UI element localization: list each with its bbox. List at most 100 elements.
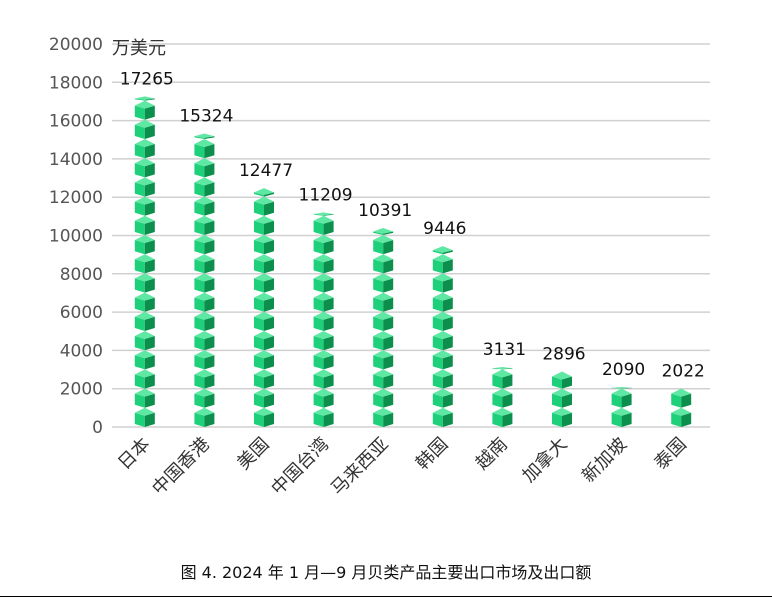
bar-segment-right [264,220,274,235]
bar-segment-right [383,316,394,331]
bar-segment-top [313,331,334,339]
value-label: 2896 [542,345,585,365]
bar-segment-right [204,336,215,351]
bar-segment-left [432,250,443,255]
bar-segment-right [681,412,692,427]
bar-segment-top [194,215,215,224]
y-tick-label: 0 [92,418,103,438]
bar-segment-left [254,240,264,255]
category-label: 日本 [114,434,154,474]
bar-segment-left [134,374,145,389]
y-axis-ticks: 0 2000 4000 6000 8000 10000 12000 14000 16000 180… [49,35,103,438]
bar-segment-top [373,388,394,397]
bar-segment-left [432,259,443,274]
bar-segment-right [323,355,334,370]
bar-segment-top [432,246,453,253]
bar-segment-right [144,259,155,274]
bar-segment-right [204,182,215,197]
bar-segment-left [194,316,205,331]
bar-segment-right [383,259,394,274]
bar-segment-top [134,235,155,243]
bar-segment-left [611,412,622,427]
bar-segment-right [621,393,632,408]
bar-segment-top [254,311,274,320]
bar-segment-left [313,374,324,389]
bar-segment-top [194,133,215,138]
bar-segment-top [134,388,155,397]
bar-segment-top [194,235,215,243]
bar-segment-right [144,278,155,293]
bar-segment-top [254,273,274,282]
bar-segment-left [373,278,384,293]
bar-segment-top [611,407,632,416]
bar-segment-top [313,254,334,263]
y-tick-label: 6000 [60,303,103,323]
bar-segment-right [204,297,215,312]
bar-segment-top [492,367,513,369]
bar-segment-left [313,316,324,331]
bar-segment-top [254,388,274,397]
bar-segment-right [383,297,394,312]
bar-segment-top [671,388,692,397]
bar-segment-right [264,259,274,274]
bar-segment-left [373,393,384,408]
bar-segment-top [432,254,453,263]
bar-segment-left [432,297,443,312]
bar-segment-left [373,374,384,389]
bar-segment-left [194,336,205,351]
bar-segment-right [204,259,215,274]
bar-segment-top [313,407,334,416]
bar-segment-top [134,215,155,224]
bar-segment-left [313,297,324,312]
bar-segment-top [254,254,274,263]
bar-6 [492,367,513,427]
bar-segment-left [134,297,145,312]
bar-segment-top [492,369,513,378]
bars [134,96,692,427]
bar-segment-left [134,220,145,235]
bar-segment-right [204,374,215,389]
bar-segment-top [373,311,394,320]
bar-segment-left [313,278,324,293]
bar-segment-right [144,355,155,370]
bar-segment-right [502,412,513,427]
bar-segment-left [492,393,503,408]
bar-segment-top [313,215,334,224]
bar-segment-right [204,316,215,331]
bar-segment-left [432,393,443,408]
bar-segment-top [373,228,394,234]
bar-segment-right [144,124,155,139]
bar-segment-top [611,386,632,389]
bar-segment-right [204,220,215,235]
bar-segment-right [264,336,274,351]
bar-segment-left [254,297,264,312]
bar-segment-right [144,240,155,255]
category-label: 韩国 [412,434,452,474]
bar-segment-left [194,355,205,370]
bar-segment-right [144,297,155,312]
bar-segment-top [134,254,155,263]
bar-segment-top [552,388,572,397]
bar-segment-left [254,374,264,389]
bar-segment-left [432,412,443,427]
bar-segment-left [313,412,324,427]
bar-segment-top [373,350,394,359]
bar-segment-left [254,201,264,216]
bar-segment-left [134,336,145,351]
bar-segment-right [323,220,334,235]
bar-segment-top [373,331,394,339]
y-tick-label: 10000 [49,227,103,247]
value-label: 3131 [483,340,526,360]
bar-segment-left [432,355,443,370]
bar-segment-left [134,144,145,159]
bar-segment-top [134,273,155,282]
category-label: 加拿大 [518,433,572,487]
bar-segment-left [254,278,264,293]
bar-segment-top [134,196,155,205]
bar-segment-right [383,393,394,408]
y-axis-unit-label: 万美元 [112,38,166,59]
bar-segment-right [323,374,334,389]
bar-segment-right [442,374,453,389]
bar-segment-top [254,235,274,243]
bar-segment-left [313,393,324,408]
